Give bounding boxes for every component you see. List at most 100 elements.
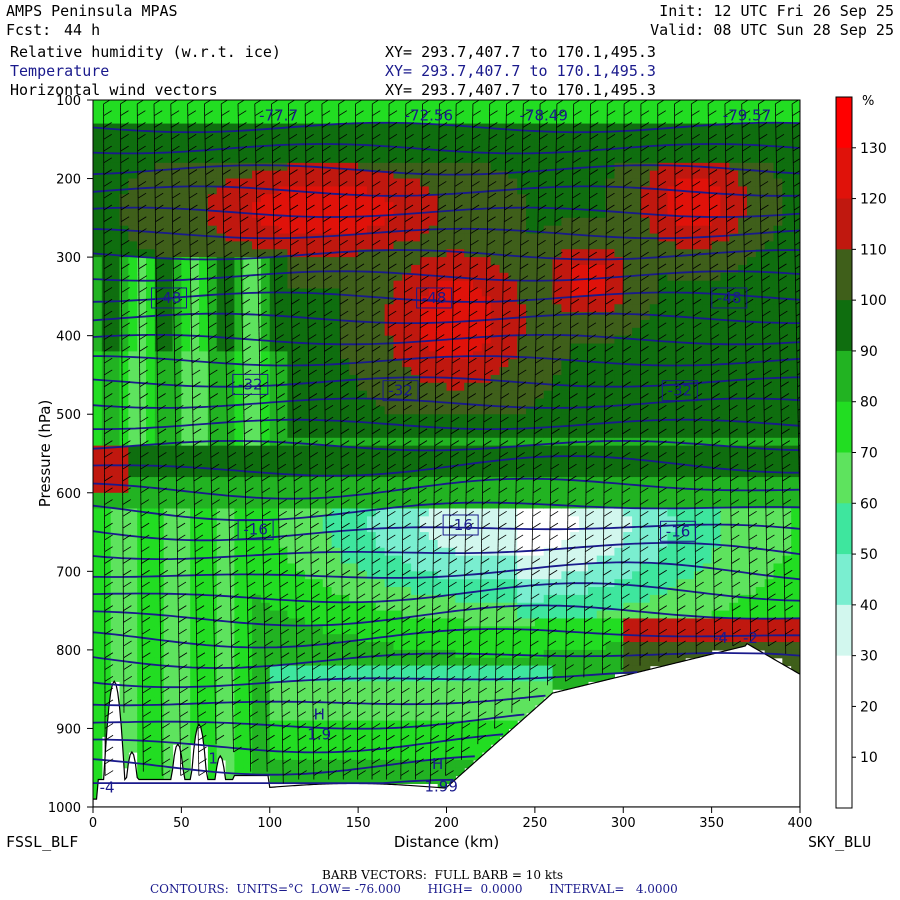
rh-cell — [146, 257, 156, 266]
rh-cell — [534, 579, 545, 588]
rh-cell — [455, 382, 465, 392]
rh-cell — [508, 618, 518, 627]
rh-cell — [490, 579, 501, 588]
rh-cell — [393, 689, 403, 698]
rh-cell — [287, 752, 297, 761]
rh-cell — [349, 453, 359, 462]
rh-cell — [340, 288, 350, 297]
rh-cell — [358, 406, 368, 415]
rh-cell — [137, 194, 147, 203]
rh-cell — [225, 406, 235, 415]
rh-cell — [207, 170, 218, 180]
rh-cell — [490, 461, 501, 470]
rh-cell — [207, 720, 218, 730]
rh-cell — [552, 170, 562, 180]
rh-cell — [587, 359, 598, 368]
rh-cell — [252, 107, 262, 117]
rh-cell — [313, 555, 324, 565]
rh-cell — [128, 469, 138, 478]
rh-cell — [331, 147, 342, 156]
rh-cell — [154, 154, 165, 164]
rh-cell — [508, 343, 518, 352]
rh-cell — [260, 587, 271, 596]
rh-cell — [110, 594, 121, 604]
rh-cell — [543, 209, 554, 219]
rh-cell — [234, 202, 244, 211]
rh-cell — [287, 382, 297, 392]
rh-cell — [366, 445, 377, 455]
rh-cell — [305, 209, 315, 219]
rh-cell — [384, 712, 395, 722]
rh-cell — [287, 225, 297, 235]
rh-cell — [402, 437, 412, 447]
rh-cell — [402, 367, 412, 376]
rh-cell — [455, 107, 465, 117]
rh-cell — [579, 453, 589, 462]
rh-cell — [499, 359, 509, 368]
rh-cell — [464, 618, 474, 627]
rh-cell — [473, 571, 483, 580]
rh-cell — [269, 579, 280, 588]
rh-cell — [146, 720, 156, 730]
rh-cell — [464, 532, 474, 541]
rh-cell — [384, 241, 395, 250]
rh-cell — [278, 563, 289, 572]
rh-cell — [428, 437, 439, 447]
rh-cell — [322, 752, 333, 761]
rh-cell — [146, 445, 156, 455]
rh-cell — [146, 123, 156, 133]
rh-cell — [552, 296, 562, 305]
rh-cell — [473, 414, 483, 423]
rh-cell — [190, 665, 200, 675]
rh-cell — [128, 744, 138, 753]
rh-cell — [243, 131, 253, 140]
rh-cell — [181, 272, 191, 282]
rh-cell — [296, 280, 306, 290]
rh-cell — [464, 154, 474, 164]
rh-cell — [313, 610, 324, 620]
rh-cell — [428, 351, 439, 360]
rh-cell — [340, 327, 350, 337]
rh-cell — [181, 217, 191, 227]
rh-cell — [587, 532, 598, 541]
rh-cell — [455, 422, 465, 431]
rh-cell — [225, 241, 235, 250]
rh-cell — [517, 579, 527, 588]
rh-cell — [207, 759, 218, 769]
rh-cell — [526, 547, 536, 557]
rh-cell — [464, 500, 474, 510]
rh-cell — [234, 665, 244, 675]
rh-cell — [322, 728, 333, 737]
rh-cell — [552, 516, 562, 525]
rh-cell — [252, 759, 262, 769]
rh-cell — [181, 367, 191, 376]
rh-cell — [614, 202, 624, 211]
rh-cell — [499, 154, 509, 164]
rh-cell — [305, 202, 315, 211]
rh-cell — [393, 634, 403, 643]
rh-cell — [93, 406, 103, 415]
rh-cell — [508, 107, 518, 117]
rh-cell — [119, 272, 129, 282]
rh-cell — [570, 319, 580, 329]
rh-cell — [181, 539, 191, 549]
rh-cell — [305, 264, 315, 274]
rh-cell — [402, 280, 412, 290]
rh-cell — [154, 649, 165, 659]
rh-cell — [419, 162, 430, 172]
rh-cell — [216, 516, 227, 525]
rh-cell — [110, 469, 121, 478]
rh-cell — [313, 147, 324, 156]
rh-cell — [269, 500, 280, 510]
rh-cell — [313, 272, 324, 282]
rh-cell — [349, 649, 359, 659]
rh-cell — [358, 115, 368, 125]
rh-cell — [419, 712, 430, 722]
rh-cell — [296, 689, 306, 698]
rh-cell — [411, 414, 421, 423]
rh-cell — [534, 555, 545, 565]
rh-cell — [349, 477, 359, 486]
rh-cell — [561, 571, 571, 580]
rh-cell — [190, 257, 200, 266]
rh-cell — [508, 610, 518, 620]
